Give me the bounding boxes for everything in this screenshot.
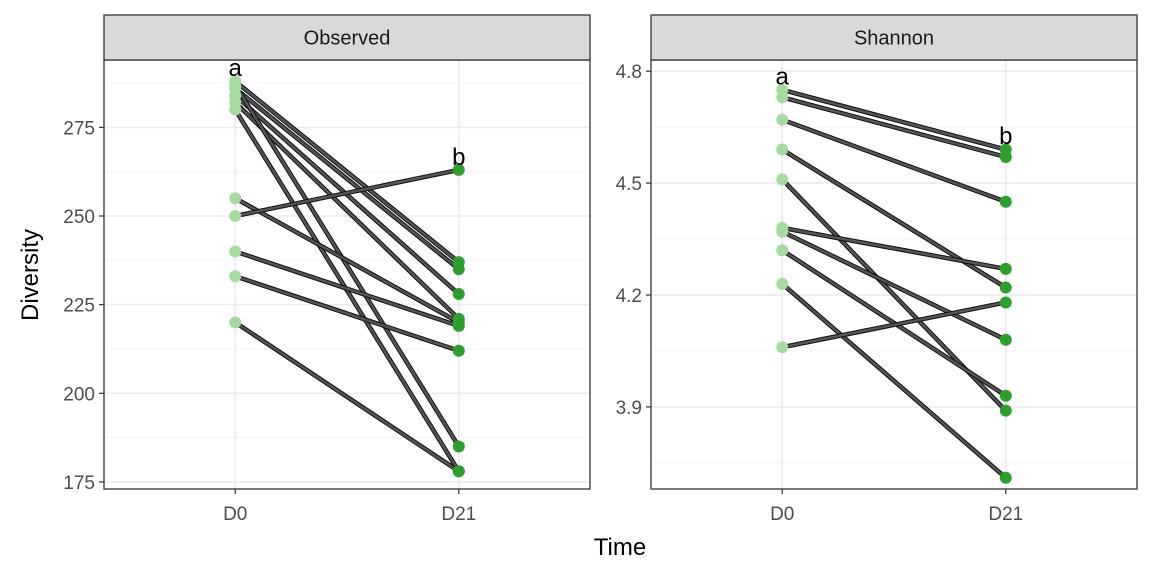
strip-label: Observed bbox=[304, 28, 391, 50]
y-tick-label: 200 bbox=[63, 384, 95, 405]
point-d21 bbox=[999, 389, 1012, 402]
pair-line bbox=[780, 282, 1008, 480]
pair-line bbox=[780, 88, 1008, 151]
point-d0 bbox=[776, 341, 789, 354]
y-tick-label: 4.5 bbox=[616, 174, 642, 195]
point-d0 bbox=[229, 103, 242, 116]
pair-line bbox=[780, 118, 1008, 204]
y-tick-label: 3.9 bbox=[616, 398, 642, 419]
x-tick-label: D21 bbox=[441, 504, 476, 525]
pair-line bbox=[780, 230, 1008, 342]
pair-line bbox=[233, 168, 461, 218]
point-d0 bbox=[776, 91, 789, 104]
pair-line bbox=[233, 321, 461, 473]
point-d21 bbox=[452, 319, 465, 332]
pair-line bbox=[233, 87, 461, 271]
y-tick-label: 250 bbox=[63, 207, 95, 228]
pair-line bbox=[233, 197, 461, 324]
point-d0 bbox=[776, 173, 789, 186]
point-d0 bbox=[776, 113, 789, 126]
panel-background bbox=[651, 60, 1137, 489]
pair-line bbox=[233, 250, 461, 328]
point-d21 bbox=[452, 465, 465, 478]
significance-letter: b bbox=[999, 123, 1012, 150]
y-tick-label: 225 bbox=[63, 296, 95, 317]
strip-background bbox=[650, 14, 1138, 61]
panel-background bbox=[104, 60, 590, 489]
point-d21 bbox=[999, 404, 1012, 417]
significance-letter: b bbox=[452, 144, 465, 171]
pair-line bbox=[780, 301, 1008, 349]
pair-line bbox=[780, 226, 1008, 271]
y-tick-label: 175 bbox=[63, 473, 95, 494]
point-d21 bbox=[999, 296, 1012, 309]
point-d0 bbox=[776, 277, 789, 290]
point-d0 bbox=[229, 78, 242, 91]
y-tick-label: 4.8 bbox=[616, 62, 642, 83]
point-d0 bbox=[229, 210, 242, 222]
point-d21 bbox=[452, 344, 465, 357]
x-tick-label: D0 bbox=[770, 504, 794, 525]
y-axis-title: Diversity bbox=[17, 229, 44, 321]
point-d21 bbox=[999, 281, 1012, 294]
point-d0 bbox=[776, 225, 789, 238]
point-d21 bbox=[999, 471, 1012, 484]
point-d0 bbox=[229, 270, 242, 283]
pair-line bbox=[233, 275, 461, 352]
significance-letter: a bbox=[776, 63, 790, 90]
strip-background bbox=[103, 14, 591, 61]
y-tick-label: 275 bbox=[63, 118, 95, 139]
x-axis-title: Time bbox=[594, 534, 646, 561]
pair-line bbox=[233, 101, 461, 321]
point-d0 bbox=[776, 244, 789, 257]
point-d21 bbox=[999, 195, 1012, 208]
pair-line bbox=[233, 83, 461, 448]
point-d21 bbox=[999, 333, 1012, 346]
panels-group: 175 200 225 250 275 D0 D21 a b Observed 3.9 4.2 4.5 4… bbox=[63, 14, 1138, 525]
pair-line bbox=[233, 80, 461, 264]
x-tick-label: D21 bbox=[988, 504, 1023, 525]
pair-line bbox=[780, 96, 1008, 159]
panel-observed: 175 200 225 250 275 D0 D21 a b Observed bbox=[63, 14, 591, 525]
significance-letter: a bbox=[229, 55, 243, 82]
point-d21 bbox=[452, 288, 465, 300]
point-d0 bbox=[776, 143, 789, 156]
y-tick-label: 4.2 bbox=[616, 286, 642, 307]
point-d21 bbox=[452, 263, 465, 276]
pair-line bbox=[780, 148, 1008, 289]
point-d21 bbox=[999, 150, 1012, 163]
point-d21 bbox=[452, 163, 465, 176]
point-d21 bbox=[999, 262, 1012, 275]
point-d21 bbox=[452, 440, 465, 453]
point-d0 bbox=[229, 192, 242, 205]
strip-label: Shannon bbox=[854, 28, 934, 50]
x-tick-label: D0 bbox=[223, 504, 247, 525]
point-d0 bbox=[229, 316, 242, 329]
point-d0 bbox=[229, 245, 242, 258]
panel-shannon: 3.9 4.2 4.5 4.8 D0 D21 a b Shannon bbox=[616, 14, 1138, 525]
